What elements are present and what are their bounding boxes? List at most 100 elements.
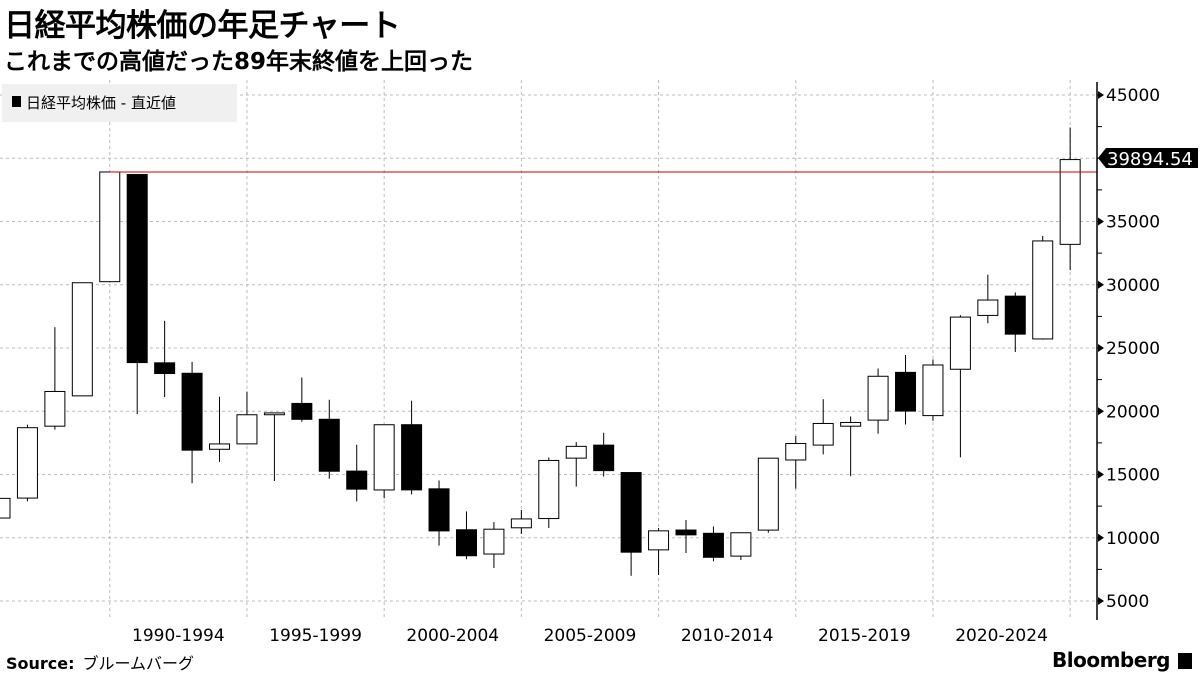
candle-body (785, 442, 807, 461)
candle-body (181, 372, 203, 451)
candle-body (154, 362, 176, 375)
y-tick-label: 5000 (1106, 592, 1149, 612)
y-tick-label: 20000 (1106, 402, 1160, 422)
candle-1986 (16, 424, 38, 502)
candle-body (16, 427, 38, 499)
candle-body (593, 444, 615, 472)
candle-2021 (977, 274, 999, 324)
candle-1999 (373, 424, 395, 499)
candles (0, 127, 1081, 576)
candle-2004 (510, 509, 532, 534)
source-label: Source: (6, 654, 75, 673)
legend-label: 日経平均株価 - 直近値 (26, 94, 176, 112)
candle-body (648, 530, 670, 551)
candle-body (455, 529, 477, 557)
x-axis: 1990-1994 1995-1999 2000-2004 2005-2009 2010… (132, 626, 1048, 646)
candle-2005 (538, 457, 560, 529)
candle-body (44, 390, 66, 427)
candle-body (675, 529, 697, 536)
candle-2002 (455, 511, 477, 560)
candle-1985 (0, 497, 11, 519)
gridlines (0, 80, 1097, 620)
y-tick-label: 30000 (1106, 276, 1160, 296)
candle-1998 (346, 444, 368, 502)
candle-1992 (181, 361, 203, 484)
candle-body (263, 412, 285, 416)
y-tick-arrow (1098, 91, 1104, 99)
candle-body (71, 282, 93, 397)
candle-body (867, 375, 889, 421)
candle-1988 (71, 282, 93, 397)
candle-2009 (648, 528, 670, 576)
candle-2020 (949, 315, 971, 458)
candle-body (373, 424, 395, 491)
bloomberg-terminal-icon (1178, 653, 1192, 669)
y-tick-arrow (1098, 217, 1104, 226)
y-tick-label: 10000 (1106, 529, 1160, 549)
candle-body (565, 445, 587, 459)
candle-2006 (565, 442, 587, 487)
candle-2008 (620, 472, 642, 576)
legend-swatch (12, 96, 21, 107)
candle-body (840, 421, 862, 427)
candle-2023 (1032, 236, 1054, 340)
candle-2022 (1004, 292, 1026, 353)
candle-2007 (593, 432, 615, 477)
last-value-badge-bg (1098, 148, 1198, 168)
candle-body (126, 174, 148, 364)
candle-2001 (428, 480, 450, 546)
candle-2013 (757, 457, 779, 533)
candle-2010 (675, 519, 697, 553)
candle-body (922, 364, 944, 417)
y-tick-arrow (1098, 344, 1104, 352)
candle-body (812, 422, 834, 446)
source-note: Source: ブルームバーグ (6, 650, 194, 674)
candle-body (483, 528, 505, 555)
candle-body (318, 418, 340, 472)
candle-1994 (236, 391, 258, 445)
x-tick-label: 1990-1994 (132, 626, 225, 646)
chart-title: 日経平均株価の年足チャート (4, 8, 401, 44)
y-axis: 5000 10000 15000 20000 25000 30000 35000 45000 (1096, 82, 1160, 620)
y-tick-arrow (1098, 407, 1104, 416)
y-tick-arrow (1098, 533, 1104, 542)
candle-body (236, 414, 258, 445)
x-tick-label: 2005-2009 (544, 626, 637, 646)
candle-1991 (154, 320, 176, 398)
candle-2015 (812, 399, 834, 455)
y-tick-label: 25000 (1106, 339, 1160, 359)
legend-box (2, 84, 237, 122)
candle-body (209, 443, 231, 450)
candle-1989 (99, 171, 121, 283)
candle-body (1004, 295, 1026, 335)
candle-body (1059, 159, 1081, 245)
candle-body (428, 488, 450, 532)
y-tick-label: 45000 (1106, 86, 1160, 106)
candle-1997 (318, 399, 340, 479)
candle-body (1032, 240, 1054, 340)
y-tick-arrow (1098, 470, 1104, 479)
last-value-badge: 39894.54 (1098, 148, 1198, 170)
x-tick-label: 2000-2004 (406, 626, 499, 646)
candle-2003 (483, 522, 505, 569)
y-tick-label: 15000 (1106, 466, 1160, 486)
candle-body (0, 497, 11, 519)
candle-body (977, 299, 999, 316)
candle-2024 (1059, 127, 1081, 271)
candle-body (291, 402, 313, 420)
candle-2017 (867, 368, 889, 434)
x-tick-label: 2010-2014 (681, 626, 774, 646)
last-value-label: 39894.54 (1107, 149, 1193, 170)
y-tick-label: 35000 (1106, 213, 1160, 233)
candle-1996 (291, 377, 313, 422)
candle-1995 (263, 412, 285, 482)
candle-2019 (922, 359, 944, 421)
candle-body (401, 424, 423, 491)
candle-2018 (895, 354, 917, 425)
candle-2014 (785, 436, 807, 489)
candle-2016 (840, 416, 862, 477)
candle-body (757, 457, 779, 531)
candle-body (949, 316, 971, 370)
candle-2011 (702, 526, 724, 562)
